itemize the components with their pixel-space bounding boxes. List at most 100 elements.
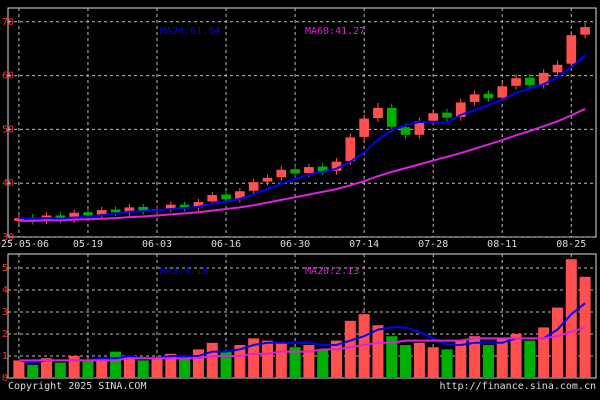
volume-bar	[220, 351, 232, 378]
volume-bar	[179, 358, 191, 378]
candle-body	[165, 204, 176, 209]
candle-body	[138, 206, 149, 212]
volume-bar	[275, 342, 287, 378]
volume-bar	[344, 320, 356, 378]
x-tick-label: 06-03	[142, 239, 172, 250]
candle-body	[400, 127, 411, 135]
volume-bar	[303, 345, 315, 378]
candle-body	[331, 161, 342, 171]
candle-body	[193, 202, 204, 208]
volume-bar	[565, 259, 577, 378]
candle-body	[511, 78, 521, 86]
volume-bar	[441, 349, 453, 378]
candle-body	[428, 113, 439, 121]
volume-bar	[372, 325, 384, 378]
candle-body	[552, 64, 563, 73]
y-tick-label: 1	[2, 351, 8, 362]
copyright: Copyright 2025 SINA.COM	[8, 381, 146, 392]
candle-body	[55, 215, 66, 220]
volume-bar	[317, 349, 329, 378]
volume-bar	[469, 336, 481, 378]
y-tick-label: 3	[2, 307, 8, 318]
volume-bar	[400, 345, 412, 378]
volume-bar	[123, 356, 135, 378]
volume-bar	[41, 358, 53, 378]
candle-body	[14, 218, 24, 221]
candle-body	[276, 169, 287, 178]
ma-label: MA20:2.13	[305, 266, 359, 277]
candle-body	[386, 107, 397, 127]
ma-label: MA20:61.54	[160, 26, 220, 37]
x-tick-label: 08-11	[487, 239, 517, 250]
candle-body	[359, 118, 369, 137]
volume-bar	[206, 342, 218, 378]
volume-bar	[54, 362, 66, 378]
volume-bar	[96, 358, 108, 378]
ma-line	[18, 326, 586, 362]
x-tick-label: 2025-05-06	[0, 239, 49, 250]
volume-bar	[68, 356, 80, 378]
candle-body	[248, 182, 259, 191]
candle-body	[455, 102, 466, 118]
candle-body	[124, 207, 135, 212]
volume-bar	[386, 336, 398, 378]
volume-bar	[538, 327, 550, 378]
source-url: http://finance.sina.com.cn	[439, 381, 596, 392]
x-tick-label: 08-25	[556, 239, 586, 250]
candle-body	[538, 72, 549, 85]
ma-line	[18, 302, 586, 364]
ma-label: MA60:41.27	[305, 26, 365, 37]
x-tick-label: 07-14	[349, 239, 379, 250]
x-tick-label: 06-30	[280, 239, 310, 250]
volume-bar	[110, 351, 122, 378]
x-tick-label: 07-28	[418, 239, 448, 250]
candle-body	[345, 137, 356, 162]
volume-bar	[413, 342, 425, 378]
x-tick-label: 06-16	[211, 239, 241, 250]
volume-bar	[482, 345, 494, 378]
volume-bar	[510, 334, 522, 378]
candle-body	[221, 194, 231, 200]
candle-body	[304, 167, 314, 173]
candle-body	[442, 112, 452, 118]
volume-bar	[496, 338, 508, 378]
volume-bar	[289, 347, 301, 378]
volume-bar	[331, 340, 343, 378]
volume-bar	[551, 307, 563, 378]
volume-bar	[358, 314, 370, 378]
candle-body	[110, 209, 121, 213]
volume-bar	[427, 347, 439, 378]
ma-line	[18, 54, 586, 220]
y-tick-label: 5	[2, 263, 8, 274]
volume-bar	[27, 364, 39, 378]
volume-bar	[151, 358, 163, 378]
candle-body	[373, 107, 383, 119]
ma-label: MA5:4.18	[160, 266, 208, 277]
candle-body	[317, 166, 328, 172]
y-tick-label: 4	[2, 285, 8, 296]
volume-bar	[137, 360, 149, 378]
y-tick-label: 2	[2, 329, 8, 340]
candle-body	[96, 210, 107, 215]
candle-body	[83, 212, 93, 216]
candle-body	[179, 204, 190, 208]
volume-bar	[261, 340, 273, 378]
volume-bar	[192, 349, 204, 378]
x-tick-label: 05-19	[73, 239, 103, 250]
candle-body	[69, 212, 79, 220]
volume-bar	[13, 360, 25, 378]
candle-body	[566, 35, 577, 64]
volume-bar	[248, 338, 260, 378]
candle-body	[580, 27, 590, 35]
volume-bar	[165, 353, 177, 378]
candle-body	[497, 86, 508, 98]
ma-line	[18, 108, 586, 222]
volume-bar	[524, 340, 536, 378]
candle-body	[235, 191, 245, 199]
volume-bar	[82, 360, 94, 378]
volume-bar	[234, 345, 246, 378]
y-tick-label: 0	[2, 373, 8, 384]
candle-body	[469, 94, 480, 102]
candle-body	[525, 77, 535, 86]
